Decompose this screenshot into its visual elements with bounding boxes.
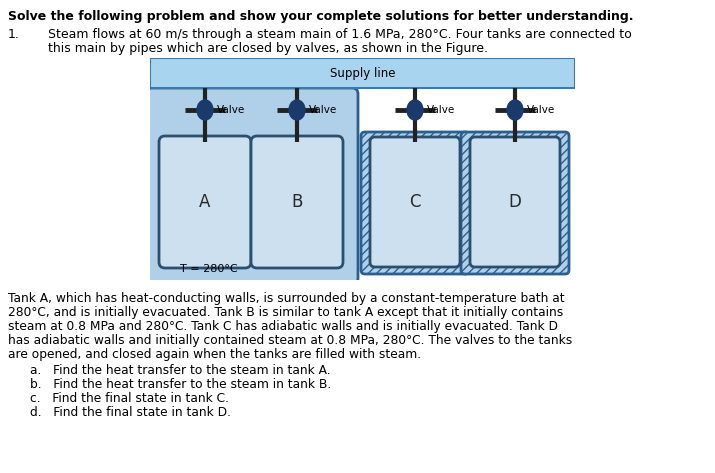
- FancyBboxPatch shape: [370, 137, 460, 267]
- Text: d.   Find the final state in tank D.: d. Find the final state in tank D.: [30, 406, 231, 419]
- Ellipse shape: [507, 100, 523, 120]
- Text: has adiabatic walls and initially contained steam at 0.8 MPa, 280°C. The valves : has adiabatic walls and initially contai…: [8, 334, 572, 347]
- Text: Valve: Valve: [309, 105, 337, 115]
- Text: Tank A, which has heat-conducting walls, is surrounded by a constant-temperature: Tank A, which has heat-conducting walls,…: [8, 292, 565, 305]
- Text: Solve the following problem and show your complete solutions for better understa: Solve the following problem and show you…: [8, 10, 633, 23]
- Ellipse shape: [289, 100, 305, 120]
- Bar: [150, 58, 575, 88]
- Text: C: C: [409, 193, 420, 211]
- Text: are opened, and closed again when the tanks are filled with steam.: are opened, and closed again when the ta…: [8, 348, 421, 361]
- Text: D: D: [508, 193, 521, 211]
- Text: Valve: Valve: [427, 105, 455, 115]
- Text: this main by pipes which are closed by valves, as shown in the Figure.: this main by pipes which are closed by v…: [48, 42, 488, 55]
- Text: steam at 0.8 MPa and 280°C. Tank C has adiabatic walls and is initially evacuate: steam at 0.8 MPa and 280°C. Tank C has a…: [8, 320, 558, 333]
- Text: B: B: [291, 193, 302, 211]
- Text: 280°C, and is initially evacuated. Tank B is similar to tank A except that it in: 280°C, and is initially evacuated. Tank …: [8, 306, 563, 319]
- Text: Supply line: Supply line: [330, 67, 395, 79]
- Text: c.   Find the final state in tank C.: c. Find the final state in tank C.: [30, 392, 229, 405]
- FancyBboxPatch shape: [361, 132, 469, 274]
- Text: Valve: Valve: [217, 105, 245, 115]
- Ellipse shape: [197, 100, 213, 120]
- Ellipse shape: [407, 100, 423, 120]
- Text: T = 280°C: T = 280°C: [180, 264, 237, 274]
- FancyBboxPatch shape: [146, 88, 358, 284]
- FancyBboxPatch shape: [461, 132, 569, 274]
- Text: b.   Find the heat transfer to the steam in tank B.: b. Find the heat transfer to the steam i…: [30, 378, 331, 391]
- Text: 1.: 1.: [8, 28, 20, 41]
- FancyBboxPatch shape: [470, 137, 560, 267]
- Text: Steam flows at 60 m/s through a steam main of 1.6 MPa, 280°C. Four tanks are con: Steam flows at 60 m/s through a steam ma…: [48, 28, 632, 41]
- FancyBboxPatch shape: [251, 136, 343, 268]
- FancyBboxPatch shape: [159, 136, 251, 268]
- Text: A: A: [199, 193, 211, 211]
- Text: a.   Find the heat transfer to the steam in tank A.: a. Find the heat transfer to the steam i…: [30, 364, 330, 377]
- Text: Valve: Valve: [527, 105, 556, 115]
